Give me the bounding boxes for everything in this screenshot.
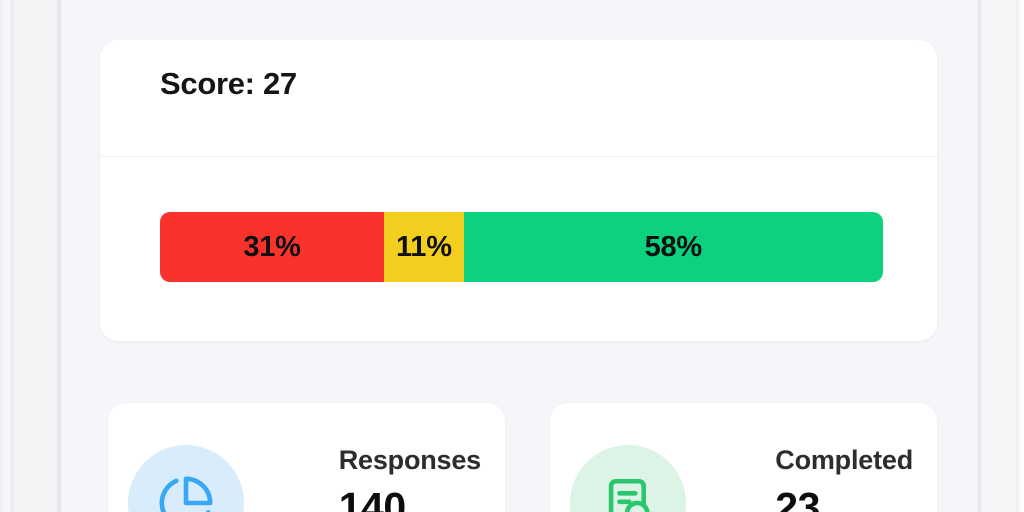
left-window-edge xyxy=(0,0,61,512)
completed-stat-text: Completed 23 xyxy=(775,445,913,512)
responses-stat-card[interactable]: Responses 140 xyxy=(108,403,505,512)
pie-chart-icon xyxy=(128,445,244,512)
bar-segment-positive: 58% xyxy=(463,212,883,282)
score-card: Score: 27 31% 11% 58% xyxy=(100,40,937,341)
completed-label: Completed xyxy=(775,445,913,475)
responses-value: 140 xyxy=(338,484,406,512)
score-card-header: Score: 27 xyxy=(100,40,937,157)
document-search-icon xyxy=(570,445,686,512)
responses-label: Responses xyxy=(338,445,481,475)
completed-stat-card[interactable]: Completed 23 xyxy=(550,403,937,512)
score-title: Score: 27 xyxy=(160,66,297,101)
right-window-edge xyxy=(978,0,1024,512)
bar-segment-neutral: 11% xyxy=(384,212,464,282)
responses-stat-text: Responses 140 xyxy=(339,445,481,512)
completed-value: 23 xyxy=(775,484,820,512)
bar-segment-negative: 31% xyxy=(160,212,385,282)
score-distribution-bar: 31% 11% 58% xyxy=(160,212,883,282)
